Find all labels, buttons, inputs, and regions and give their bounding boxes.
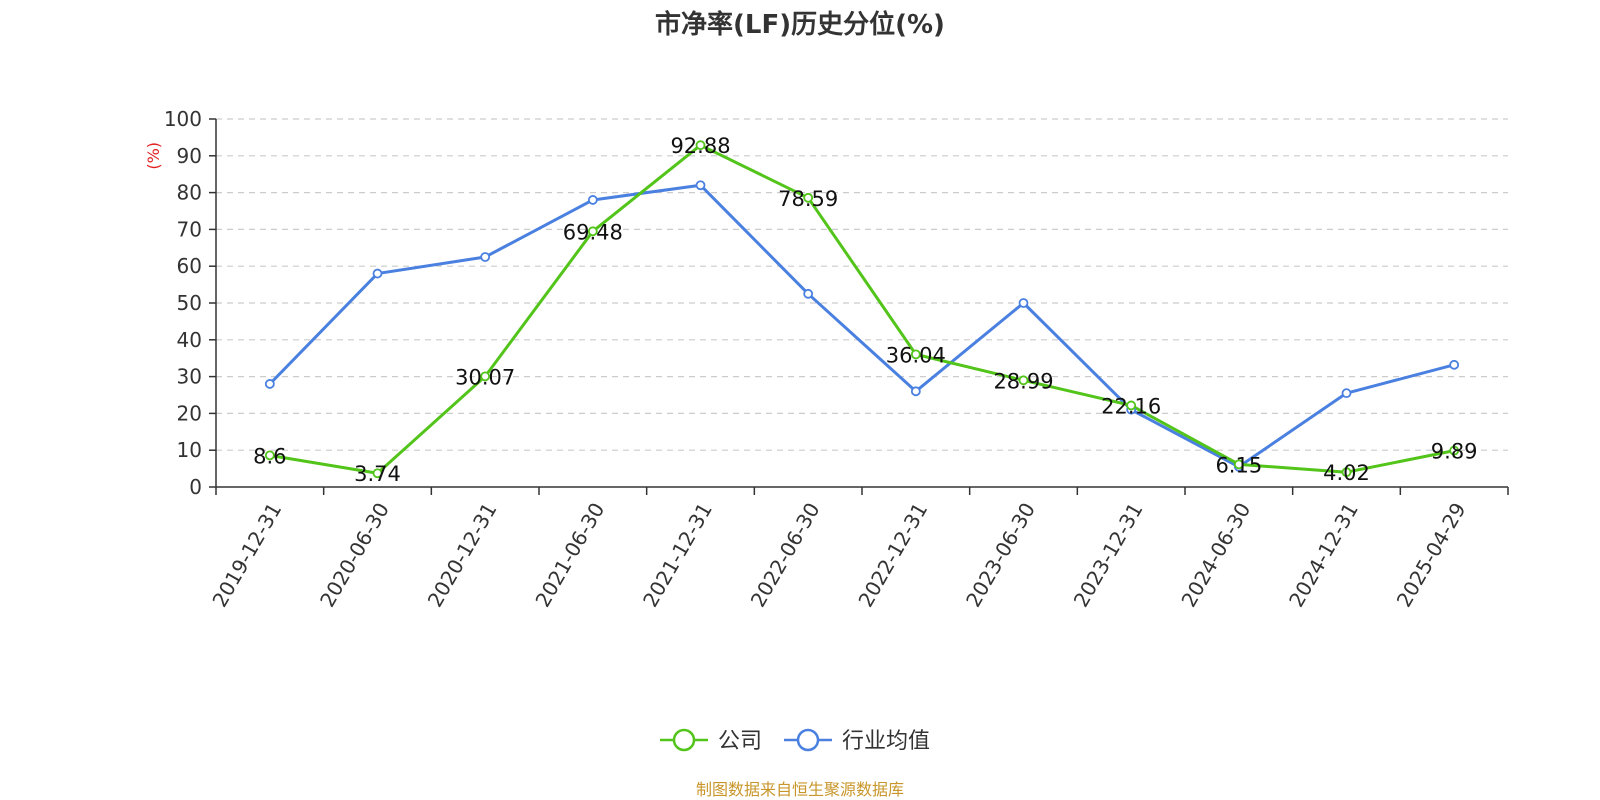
y-tick-label: 80 xyxy=(177,181,202,205)
legend: 公司 行业均值 xyxy=(660,728,930,754)
x-tick-label: 2023-12-31 xyxy=(1069,499,1148,612)
series-line-company xyxy=(269,143,1455,475)
y-tick-label: 50 xyxy=(177,291,202,315)
data-point-company xyxy=(264,450,275,461)
series-lines xyxy=(268,143,1455,475)
data-point-company xyxy=(803,192,814,203)
data-point-industry xyxy=(1341,388,1352,399)
data-label: 69.48 xyxy=(563,220,623,244)
data-point-industry xyxy=(480,252,491,262)
data-point-company xyxy=(910,349,921,360)
x-tick-label: 2020-06-30 xyxy=(315,499,394,612)
legend-marker-icon xyxy=(796,728,820,752)
legend-marker-icon xyxy=(672,728,696,752)
x-tick-label: 2022-12-31 xyxy=(853,498,932,611)
x-tick-label: 2021-06-30 xyxy=(530,499,609,612)
data-point-industry xyxy=(803,288,814,299)
x-tick-label: 2024-06-30 xyxy=(1176,499,1255,612)
y-tick-label: 90 xyxy=(177,144,202,168)
axes: 0 10 20 30 40 50 60 70 80 90 100(%) 2019-12-31 2020-… xyxy=(144,107,1509,612)
y-tick-label: 100 xyxy=(164,107,202,131)
data-label: 78.59 xyxy=(778,187,838,211)
data-label: 9.89 xyxy=(1431,440,1478,464)
y-tick-label: 60 xyxy=(177,254,202,278)
data-point-industry xyxy=(695,180,706,191)
data-point-industry xyxy=(264,379,275,389)
data-point-company xyxy=(1018,375,1029,386)
legend-label: 公司 xyxy=(718,729,762,754)
data-point-industry xyxy=(1018,298,1029,308)
x-tick-label: 2024-12-31 xyxy=(1284,499,1363,612)
data-label: 22.16 xyxy=(1101,394,1161,418)
y-tick-label: 30 xyxy=(177,365,202,389)
data-points xyxy=(264,140,1460,479)
x-tick-label: 2019-12-31 xyxy=(207,499,286,612)
y-tick-label: 0 xyxy=(189,475,202,499)
x-tick-label: 2021-12-31 xyxy=(638,499,717,612)
y-tick-label: 40 xyxy=(177,328,202,352)
legend-item-industry: 行业均值 xyxy=(784,728,930,754)
data-point-company xyxy=(480,371,491,382)
grid-lines xyxy=(216,118,1508,451)
data-source-note: 制图数据来自恒生聚源数据库 xyxy=(695,780,904,799)
data-point-industry xyxy=(587,195,598,205)
data-point-industry xyxy=(372,268,383,279)
x-tick-label: 2025-04-29 xyxy=(1392,499,1471,612)
data-label: 36.04 xyxy=(886,343,946,367)
data-label: 4.02 xyxy=(1323,461,1370,485)
data-label: 30.07 xyxy=(455,365,515,389)
data-point-company xyxy=(372,468,383,479)
data-label: 28.99 xyxy=(993,369,1053,393)
chart-title: 市净率(LF)历史分位(%) xyxy=(655,10,945,40)
legend-item-company: 公司 xyxy=(660,728,762,754)
data-point-company xyxy=(1233,459,1244,470)
data-label: 3.74 xyxy=(354,462,401,486)
data-label: 6.15 xyxy=(1215,453,1262,477)
data-point-industry xyxy=(910,386,921,397)
data-label: 92.88 xyxy=(670,134,730,158)
legend-label: 行业均值 xyxy=(842,729,930,754)
data-labels: 8.6 3.74 30.07 69.48 92.88 78.59 36.04 28.99 22.… xyxy=(253,134,1477,486)
x-tick-label: 2022-06-30 xyxy=(746,499,825,612)
y-axis-unit: (%) xyxy=(144,142,163,170)
data-point-company xyxy=(587,226,598,237)
y-tick-label: 10 xyxy=(177,438,202,462)
data-point-company xyxy=(1126,400,1137,411)
data-point-company xyxy=(1341,467,1352,478)
x-tick-label: 2023-06-30 xyxy=(961,499,1040,612)
data-label: 8.6 xyxy=(253,444,286,468)
data-point-industry xyxy=(1449,359,1460,370)
series-line-industry xyxy=(268,183,1455,469)
y-tick-label: 20 xyxy=(177,401,202,425)
y-tick-label: 70 xyxy=(177,217,202,241)
x-tick-label: 2020-12-31 xyxy=(423,498,502,611)
data-point-company xyxy=(1449,445,1460,456)
data-point-company xyxy=(695,140,706,151)
